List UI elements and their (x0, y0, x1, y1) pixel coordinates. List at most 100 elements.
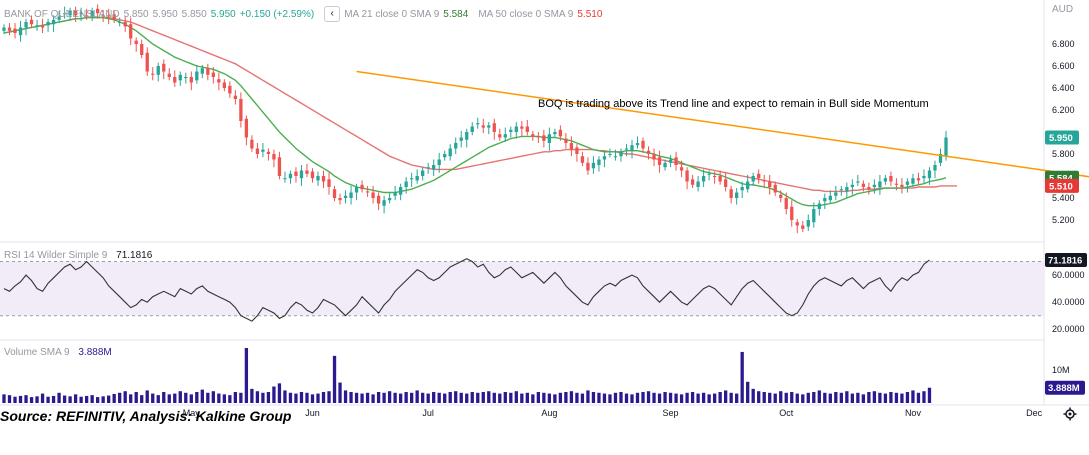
candle-body (712, 176, 717, 177)
volume-bar (514, 391, 518, 403)
rsi-value: 71.1816 (116, 250, 153, 261)
volume-bar (597, 392, 601, 403)
volume-bar (823, 392, 827, 403)
gear-icon[interactable] (1063, 407, 1077, 421)
volume-bar (878, 392, 882, 403)
candle-body (740, 187, 744, 191)
candle-body (509, 129, 513, 132)
candle-body (272, 154, 276, 160)
candle-body (173, 77, 177, 83)
time-tick-label: May (183, 408, 201, 418)
candle-body (498, 134, 502, 138)
volume-bar (701, 392, 706, 403)
volume-bar (112, 393, 116, 403)
volume-bar (834, 392, 838, 403)
volume-bar (200, 389, 204, 403)
volume-bar (481, 392, 485, 403)
candle-body (299, 170, 304, 179)
volume-bar (2, 394, 6, 403)
volume-bar (51, 395, 56, 403)
symbol-name[interactable]: BANK OF QUEENSLAND (4, 8, 120, 20)
chevron-left-icon[interactable]: ‹ (324, 6, 341, 22)
candle-body (762, 180, 766, 182)
volume-bar (195, 392, 199, 403)
volume-bar (927, 387, 932, 403)
volume-bar (476, 392, 480, 403)
volume-bar (167, 394, 171, 403)
candle-body (40, 25, 45, 28)
volume-bar (409, 392, 414, 403)
candle-body (586, 162, 590, 171)
volume-bar (448, 392, 452, 403)
volume-bar (652, 392, 656, 403)
volume-bar (465, 393, 469, 403)
volume-bar (343, 390, 348, 403)
volume-bar (387, 391, 392, 403)
volume-bar (641, 392, 645, 403)
volume-bar (624, 393, 629, 403)
volume-bar (520, 393, 524, 403)
volume-bar (40, 393, 45, 403)
candle-body (817, 203, 821, 209)
volume-bar (222, 394, 227, 403)
volume-bar (663, 392, 667, 403)
volume-bar (828, 393, 832, 403)
volume-bar (84, 395, 89, 403)
candle-body (707, 173, 711, 175)
volume-bar (432, 392, 436, 403)
volume-bar (679, 394, 684, 403)
volume-bar (162, 392, 166, 403)
volume-bar (310, 394, 315, 403)
candle-body (690, 179, 695, 185)
time-tick-label: Sep (663, 408, 679, 418)
volume-bar (630, 394, 634, 403)
candle-body (376, 195, 381, 204)
volume-bar (746, 381, 750, 403)
price-label-box (1045, 178, 1079, 193)
candle-body (338, 198, 342, 201)
volume-bar (784, 392, 788, 403)
candle-body (239, 99, 243, 121)
candle-body (757, 173, 761, 179)
volume-bar (118, 392, 122, 403)
price-tick-label: 6.800 (1052, 39, 1075, 49)
candle-body (206, 68, 210, 75)
candle-body (151, 73, 155, 75)
volume-bar (18, 395, 23, 403)
volume-bar (354, 392, 359, 403)
rsi-label: RSI 14 Wilder Simple 9 (4, 250, 108, 261)
volume-bar (415, 390, 419, 403)
volume-bar (421, 392, 425, 403)
volume-bar (751, 388, 755, 403)
volume-legend: Volume SMA 9 3.888M (4, 347, 112, 358)
candle-body (768, 181, 772, 187)
candle-body (2, 27, 6, 31)
volume-bar (685, 392, 689, 403)
volume-bar (7, 395, 12, 403)
candle-body (746, 181, 750, 190)
candle-body (13, 28, 17, 33)
volume-bar (244, 348, 249, 403)
volume-bar (79, 396, 83, 403)
volume-bar (101, 396, 105, 403)
candle-body (795, 222, 799, 226)
volume-bar (586, 390, 590, 403)
volume-bar (580, 393, 585, 403)
volume-bar (129, 394, 133, 403)
candle-body (62, 13, 67, 15)
ma21-line (3, 16, 947, 207)
candle-body (443, 154, 447, 158)
volume-bar (261, 392, 265, 403)
candle-body (773, 184, 777, 193)
candle-body (558, 129, 563, 137)
candle-body (916, 178, 921, 181)
candle-body (779, 194, 783, 198)
candle-body (18, 27, 23, 36)
volume-bar (217, 393, 221, 403)
candle-body (735, 192, 739, 198)
candle-body (718, 176, 722, 182)
time-tick-label: Aug (541, 408, 557, 418)
candle-body (46, 22, 50, 26)
volume-bar (850, 393, 855, 403)
volume-bar (470, 392, 474, 403)
